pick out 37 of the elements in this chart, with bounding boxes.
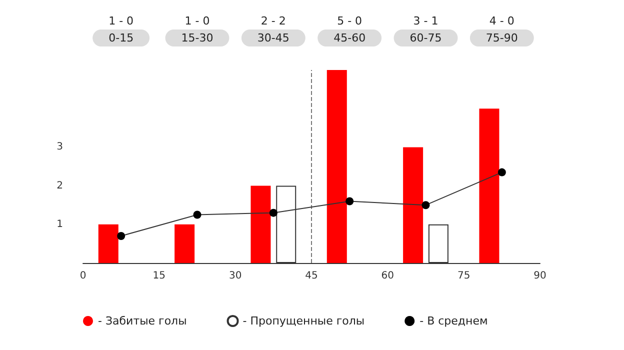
y-tick-label: 1 [56, 218, 63, 230]
text: 30-45 [257, 32, 290, 44]
legend-label: - В среднем [420, 314, 488, 328]
text: 45-60 [334, 32, 366, 44]
bar [98, 224, 118, 263]
text: 2 - 2 [260, 14, 286, 28]
text: 0-15 [108, 32, 134, 44]
text: 5 - 0 [337, 14, 362, 28]
bar [479, 108, 500, 263]
x-tick-label: 0 [80, 270, 86, 282]
bar [326, 70, 347, 263]
point [193, 210, 202, 219]
y-tick-label: 3 [56, 142, 63, 153]
x-tick-label: 30 [228, 270, 242, 282]
text: 60-75 [410, 32, 442, 44]
point [498, 168, 506, 176]
x-tick-label: 15 [152, 270, 166, 282]
x-tick-label: 90 [534, 270, 546, 282]
point [117, 232, 126, 240]
point [269, 208, 278, 217]
bar [174, 224, 195, 263]
text: 15-30 [181, 32, 214, 44]
point [422, 201, 430, 210]
bar [250, 186, 271, 263]
x-tick-label: 75 [457, 270, 470, 282]
x-tick-label: 45 [305, 270, 318, 282]
x-tick-label: 60 [381, 270, 394, 282]
text: 3 - 1 [413, 14, 438, 28]
text: 1 - 0 [184, 14, 210, 28]
legend-label: - Забитые голы [98, 314, 187, 328]
text: 4 - 0 [489, 14, 514, 28]
text: 75-90 [486, 32, 518, 44]
bar [403, 147, 424, 263]
text: 1 - 0 [108, 14, 134, 28]
y-tick-label: 2 [56, 180, 63, 192]
legend-label: - Пропущенные голы [242, 314, 365, 328]
point [346, 197, 354, 206]
